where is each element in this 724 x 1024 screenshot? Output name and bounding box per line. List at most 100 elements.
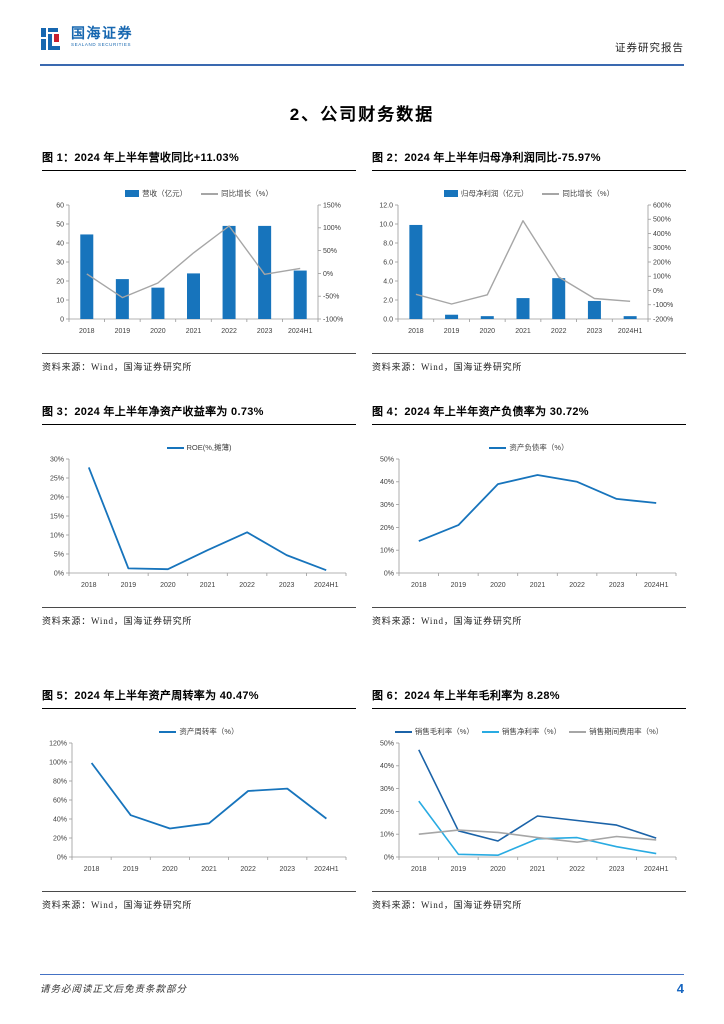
figure-5-source: 资料来源：Wind，国海证券研究所 [42,900,193,910]
svg-text:0%: 0% [54,570,64,577]
figure-3-title: 图 3：2024 年上半年净资产收益率为 0.73% [42,403,356,425]
svg-text:2023: 2023 [609,582,625,589]
svg-text:2020: 2020 [160,582,176,589]
figure-6-chart: 0% 10% 20% 30% 40% 50% 2018 2019 2020 2021 2022 202… [372,723,686,892]
figure-4-block: 图 4：2024 年上半年资产负债率为 30.72% 0% 10% 20% 30% 40… [372,403,686,627]
svg-text:25%: 25% [50,475,64,482]
footer-disclaimer: 请务必阅读正文后免责条款部分 [40,985,188,995]
svg-text:15%: 15% [50,513,64,520]
page-number: 4 [676,981,684,996]
logo-title: 国海证券 [71,25,133,41]
svg-text:2022: 2022 [221,328,237,335]
svg-text:30%: 30% [380,502,394,509]
svg-text:2.0: 2.0 [383,297,393,304]
svg-text:2024H1: 2024H1 [288,328,313,335]
svg-text:100%: 100% [653,274,671,281]
svg-text:2021: 2021 [530,582,546,589]
figure-2-chart: 0.0 2.0 4.0 6.0 8.0 10.0 12.0 -200% -100% 0% 100% 2… [372,185,686,354]
svg-text:40%: 40% [380,763,394,770]
svg-text:0.0: 0.0 [383,316,393,323]
svg-text:30%: 30% [50,456,64,463]
chart-svg: 0% 10% 20% 30% 40% 50% 2018 2019 2020 2021 2022 202… [380,456,677,589]
chart-svg: 0% 20% 40% 60% 80% 100% 120% 2018 2019 2020 2021 20… [49,740,347,873]
svg-text:600%: 600% [653,202,671,209]
svg-text:30: 30 [56,259,64,266]
svg-text:0%: 0% [653,288,663,295]
chart-svg: 0% 5% 10% 15% 20% 25% 30% 2018 2019 2020 2021 2022 2… [50,456,347,589]
svg-text:2023: 2023 [587,328,603,335]
svg-text:2019: 2019 [123,866,139,873]
report-type-label: 证券研究报告 [615,43,684,54]
svg-text:2020: 2020 [162,866,178,873]
svg-text:2022: 2022 [551,328,567,335]
chart-svg: 0% 10% 20% 30% 40% 50% 2018 2019 2020 2021 2022 202… [380,740,677,873]
figure-2-block: 图 2：2024 年上半年归母净利润同比-75.97% 0.0 2.0 4.0 6.0… [372,149,686,373]
figure-2-title: 图 2：2024 年上半年归母净利润同比-75.97% [372,149,686,171]
svg-text:8.0: 8.0 [383,240,393,247]
figure-4-title: 图 4：2024 年上半年资产负债率为 30.72% [372,403,686,425]
svg-text:2024H1: 2024H1 [314,866,339,873]
svg-text:20%: 20% [50,494,64,501]
svg-text:2022: 2022 [239,582,255,589]
svg-text:20%: 20% [380,809,394,816]
figure-5-title: 图 5：2024 年上半年资产周转率为 40.47% [42,687,356,709]
svg-text:5%: 5% [54,551,64,558]
svg-text:2023: 2023 [609,866,625,873]
svg-text:10%: 10% [380,548,394,555]
chart-svg: 0 10 20 30 40 50 60 -100% -50% 0% 50% 100% 150% 2018 2… [56,202,343,335]
svg-text:50%: 50% [380,456,394,463]
figure-3-block: 图 3：2024 年上半年净资产收益率为 0.73% 0% 5% 10% 15% 20%… [42,403,356,627]
figure-1-title: 图 1：2024 年上半年营收同比+11.03% [42,149,356,171]
figure-5-chart: 0% 20% 40% 60% 80% 100% 120% 2018 2019 2020 2021 20… [42,723,356,892]
svg-text:2023: 2023 [257,328,273,335]
svg-text:2018: 2018 [81,582,97,589]
svg-text:2024H1: 2024H1 [618,328,643,335]
svg-text:2021: 2021 [200,582,216,589]
header-rule [40,64,684,66]
svg-text:2019: 2019 [115,328,131,335]
company-logo: 国海证券 SEALAND SECURITIES [40,26,133,57]
svg-text:2019: 2019 [444,328,460,335]
svg-text:2018: 2018 [408,328,424,335]
svg-text:6.0: 6.0 [383,259,393,266]
svg-text:60%: 60% [53,797,67,804]
svg-text:20: 20 [56,278,64,285]
svg-text:150%: 150% [323,202,341,209]
svg-text:80%: 80% [53,778,67,785]
svg-text:2018: 2018 [411,582,427,589]
svg-text:100%: 100% [49,759,67,766]
svg-text:10: 10 [56,297,64,304]
figure-1-chart: 0 10 20 30 40 50 60 -100% -50% 0% 50% 100% 150% 2018 2… [42,185,356,354]
svg-text:0%: 0% [57,854,67,861]
svg-text:2024H1: 2024H1 [314,582,339,589]
svg-text:12.0: 12.0 [379,202,393,209]
svg-text:2020: 2020 [490,866,506,873]
svg-text:2024H1: 2024H1 [644,582,669,589]
svg-text:200%: 200% [653,259,671,266]
svg-text:-100%: -100% [323,316,343,323]
svg-text:10%: 10% [380,832,394,839]
figure-4-chart: 0% 10% 20% 30% 40% 50% 2018 2019 2020 2021 2022 202… [372,439,686,608]
figure-2-source: 资料来源：Wind，国海证券研究所 [372,362,523,372]
figure-1-source: 资料来源：Wind，国海证券研究所 [42,362,193,372]
svg-text:2021: 2021 [515,328,531,335]
svg-text:0%: 0% [384,854,394,861]
svg-text:2021: 2021 [530,866,546,873]
svg-text:50%: 50% [323,248,337,255]
svg-text:2022: 2022 [569,582,585,589]
svg-text:10%: 10% [50,532,64,539]
svg-text:2021: 2021 [201,866,217,873]
figure-3-chart: 0% 5% 10% 15% 20% 25% 30% 2018 2019 2020 2021 2022 2… [42,439,356,608]
svg-text:2023: 2023 [279,866,295,873]
svg-text:50: 50 [56,221,64,228]
svg-text:2019: 2019 [121,582,137,589]
svg-text:40%: 40% [53,816,67,823]
figure-6-title: 图 6：2024 年上半年毛利率为 8.28% [372,687,686,709]
svg-text:2020: 2020 [490,582,506,589]
figure-3-source: 资料来源：Wind，国海证券研究所 [42,616,193,626]
logo-subtitle: SEALAND SECURITIES [71,42,132,47]
svg-text:0%: 0% [384,570,394,577]
svg-text:2024H1: 2024H1 [644,866,669,873]
svg-text:2021: 2021 [186,328,202,335]
figure-6-block: 图 6：2024 年上半年毛利率为 8.28% 0% 10% 20% 30% 40% 50… [372,687,686,911]
